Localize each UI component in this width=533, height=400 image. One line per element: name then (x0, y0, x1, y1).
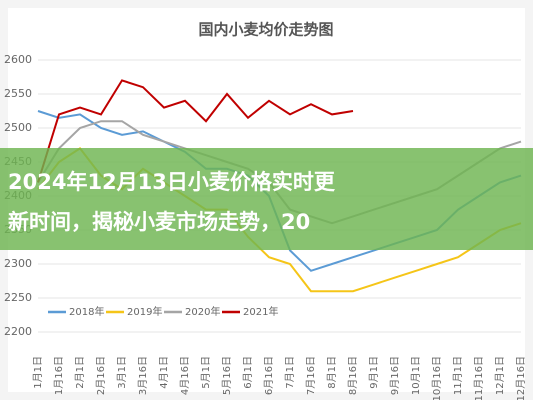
y-tick-label: 2200 (4, 325, 32, 338)
x-tick-label: 3月16日 (137, 356, 149, 395)
x-tick-label: 4月16日 (179, 356, 191, 395)
x-tick-label: 9月1日 (368, 356, 380, 389)
series-line (37, 79, 354, 183)
x-tick-label: 2月1日 (74, 356, 86, 389)
x-tick-label: 12月1日 (494, 356, 506, 395)
legend-label: 2019年 (127, 305, 162, 318)
x-tick-label: 9月16日 (389, 356, 401, 395)
y-tick-label: 2300 (4, 257, 32, 270)
banner-text: 新时间，揭秘小麦市场走势，20 (8, 210, 310, 234)
x-tick-label: 6月1日 (242, 356, 254, 389)
x-tick-label: 5月1日 (200, 356, 212, 389)
x-tick-label: 11月1日 (452, 356, 464, 395)
y-tick-label: 2250 (4, 291, 32, 304)
x-tick-label: 3月1日 (116, 356, 128, 389)
chart-title: 国内小麦均价走势图 (198, 21, 333, 39)
banner-text: 2024年12月13日小麦价格实时更 (8, 170, 336, 194)
x-tick-label: 4月1日 (158, 356, 170, 389)
y-tick-label: 2600 (4, 53, 32, 66)
x-tick-label: 6月16日 (263, 356, 275, 395)
x-tick-label: 2月16日 (95, 356, 107, 395)
x-tick-label: 1月1日 (32, 356, 44, 389)
x-tick-label: 12月16日 (515, 356, 527, 400)
x-tick-label: 1月16日 (53, 356, 65, 395)
y-tick-label: 2550 (4, 87, 32, 100)
legend-label: 2018年 (69, 305, 104, 318)
x-tick-label: 10月1日 (410, 356, 422, 395)
x-tick-label: 8月16日 (347, 356, 359, 395)
banner (0, 148, 533, 250)
x-tick-label: 5月16日 (221, 356, 233, 395)
x-tick-label: 11月16日 (473, 356, 485, 400)
y-tick-label: 2500 (4, 121, 32, 134)
x-tick-label: 8月1日 (326, 356, 338, 389)
x-tick-label: 10月16日 (431, 356, 443, 400)
legend-label: 2020年 (185, 305, 220, 318)
legend-label: 2021年 (243, 305, 278, 318)
x-tick-label: 7月1日 (284, 356, 296, 389)
x-tick-label: 7月16日 (305, 356, 317, 395)
